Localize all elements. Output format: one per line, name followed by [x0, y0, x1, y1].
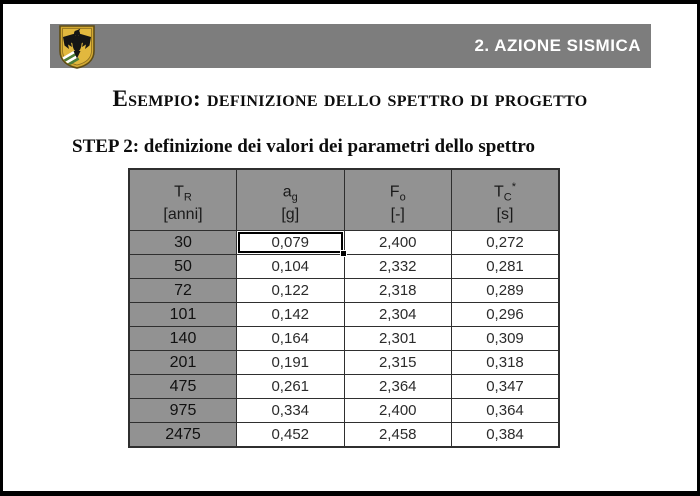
column-unit: [-]	[390, 206, 405, 223]
value-cell[interactable]: 0,191	[236, 350, 345, 375]
value-cell[interactable]: 0,142	[236, 302, 345, 327]
column-unit: [g]	[281, 206, 300, 223]
value-cell[interactable]: 2,315	[343, 350, 452, 375]
table-row: 475 0,261 2,364 0,347	[128, 374, 560, 399]
row-header-return-period: 30	[128, 230, 237, 255]
column-unit: [s]	[496, 206, 514, 223]
table-header: TR [anni] ag [g] Fo [-] TC* [s]	[128, 168, 560, 231]
value-cell[interactable]: 0,384	[451, 422, 560, 448]
header-row: TR [anni] ag [g] Fo [-] TC* [s]	[128, 168, 560, 231]
slide-title: Esempio: definizione dello spettro di pr…	[112, 86, 588, 111]
value-cell[interactable]: 2,332	[343, 254, 452, 279]
value-cell[interactable]: 0,164	[236, 326, 345, 351]
row-header-return-period: 975	[128, 398, 237, 423]
section-title: 2. AZIONE SISMICA	[474, 36, 641, 55]
value-cell[interactable]: 0,364	[451, 398, 560, 423]
value-cell[interactable]: 2,400	[343, 398, 452, 423]
table-row: 201 0,191 2,315 0,318	[128, 350, 560, 375]
value-cell[interactable]: 2,301	[343, 326, 452, 351]
column-symbol: ag	[282, 183, 298, 204]
value-cell[interactable]: 0,318	[451, 350, 560, 375]
selected-cell[interactable]: 0,079	[236, 230, 347, 258]
table-row: 2475 0,452 2,458 0,384	[128, 422, 560, 448]
value-cell[interactable]: 0,296	[451, 302, 560, 327]
column-header-tr: TR [anni]	[128, 168, 237, 231]
column-unit: [anni]	[163, 206, 203, 223]
row-header-return-period: 50	[128, 254, 237, 279]
value-cell[interactable]: 2,400	[343, 230, 452, 255]
value-cell[interactable]: 2,458	[343, 422, 452, 448]
value-cell[interactable]: 0,334	[236, 398, 345, 423]
table-row: 72 0,122 2,318 0,289	[128, 278, 560, 303]
value-cell[interactable]: 0,104	[236, 254, 345, 279]
column-header-tc: TC* [s]	[451, 168, 560, 231]
table-body: 30 0,079 2,400 0,272 50 0,104 2,332 0,281 72 0,12…	[128, 230, 560, 448]
table-row: 30 0,079 2,400 0,272	[128, 230, 560, 258]
column-symbol: TC*	[493, 181, 516, 204]
column-symbol: Fo	[389, 183, 406, 204]
value-cell[interactable]: 0,272	[451, 230, 560, 255]
spectrum-parameters-table: TR [anni] ag [g] Fo [-] TC* [s] 30 0,079 2…	[128, 168, 560, 448]
value-cell[interactable]: 0,261	[236, 374, 345, 399]
table-row: 975 0,334 2,400 0,364	[128, 398, 560, 423]
value-cell[interactable]: 0,289	[451, 278, 560, 303]
row-header-return-period: 72	[128, 278, 237, 303]
value-cell[interactable]: 2,318	[343, 278, 452, 303]
table-row: 101 0,142 2,304 0,296	[128, 302, 560, 327]
row-header-return-period: 201	[128, 350, 237, 375]
row-header-return-period: 101	[128, 302, 237, 327]
column-header-ag: ag [g]	[236, 168, 345, 231]
header-banner: 2. AZIONE SISMICA	[50, 24, 651, 69]
column-header-fo: Fo [-]	[343, 168, 452, 231]
step-subtitle: STEP 2: definizione dei valori dei param…	[72, 136, 536, 157]
column-symbol: TR	[174, 183, 192, 204]
value-cell[interactable]: 0,309	[451, 326, 560, 351]
value-cell[interactable]: 0,122	[236, 278, 345, 303]
value-cell[interactable]: 0,347	[451, 374, 560, 399]
value-cell[interactable]: 2,364	[343, 374, 452, 399]
row-header-return-period: 2475	[128, 422, 237, 448]
eagle-shield-icon	[58, 25, 96, 69]
value-cell[interactable]: 0,452	[236, 422, 345, 448]
table-row: 140 0,164 2,301 0,309	[128, 326, 560, 351]
value-cell[interactable]: 0,281	[451, 254, 560, 279]
row-header-return-period: 140	[128, 326, 237, 351]
value-cell[interactable]: 2,304	[343, 302, 452, 327]
row-header-return-period: 475	[128, 374, 237, 399]
table-row: 50 0,104 2,332 0,281	[128, 254, 560, 279]
